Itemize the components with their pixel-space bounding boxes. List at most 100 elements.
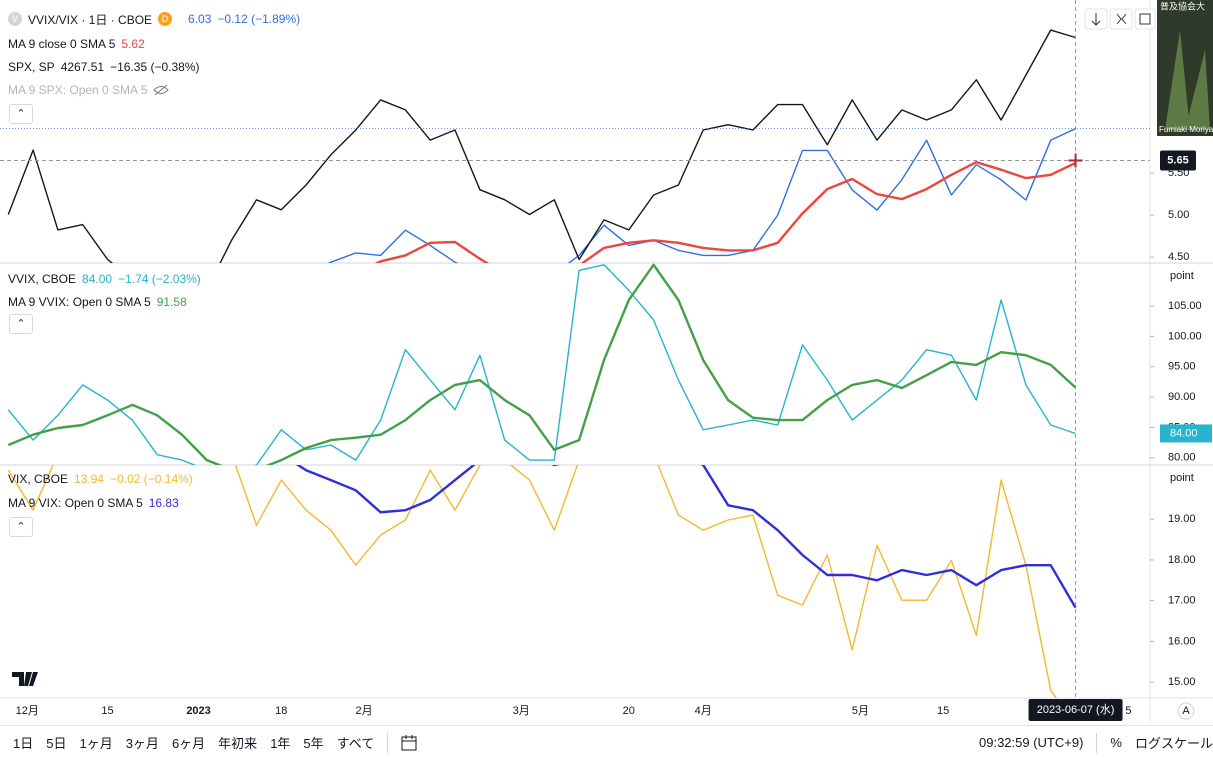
legend-value: 4267.51 [60,60,105,74]
crosshair-price-box [1160,150,1196,171]
collapse-button[interactable]: ⌃ [9,104,33,124]
legend-row: MA 9 VIX: Open 0 SMA 5 16.83 [8,494,179,512]
y-tick-label: 15.00 [1168,676,1196,688]
legend-value: 13.94 [74,472,105,486]
pane-buttons[interactable] [1084,8,1156,30]
legend-row: VVIX, CBOE 84.00 −1.74 (−2.03%) [8,270,201,288]
collapse-button[interactable]: ⌃ [9,517,33,537]
legend-value: 5.62 [121,37,145,51]
range-button[interactable]: 1年 [270,736,291,751]
x-tick-label: 15 [937,705,949,717]
pane [7,29,1077,263]
crosshair-time: 2023-06-07 (水) [1037,703,1115,716]
series-line [295,465,1077,609]
legend-name: MA 9 SPX: Open 0 SMA 5 [8,83,148,97]
y-tick-label: 95.00 [1168,361,1196,373]
legend-row: V VVIX/VIX · 1日 · CBOE D 6.03 −0.12 (−1.89%) [8,10,300,28]
y-tick-label: 4.50 [1168,251,1189,263]
auto-label[interactable]: A [1182,705,1190,717]
legend-name: SPX, SP [8,60,55,74]
legend-name: MA 9 VVIX: Open 0 SMA 5 [8,295,151,309]
pane [7,263,1077,465]
calendar-icon[interactable] [400,734,418,752]
clock: 09:32:59 (UTC+9) [979,735,1084,750]
range-button[interactable]: 3ヶ月 [125,736,159,751]
y-tick-label: 105.00 [1168,300,1202,312]
separator [387,732,389,753]
chart: 普及協会大 Fumiaki Moriya A 4.505.005.505.658… [0,0,1213,722]
x-tick-label: 12月 [16,705,39,717]
legend-name: VVIX, CBOE [8,272,77,286]
x-tick-label: 4月 [695,705,712,717]
series-line [7,263,1077,465]
y-tick-label: 100.00 [1168,330,1202,342]
legend-row: MA 9 close 0 SMA 5 5.62 [8,35,145,53]
range-button[interactable]: 5年 [303,736,324,751]
percent-button[interactable]: % [1110,735,1122,750]
cursor-cross [1068,153,1083,168]
webcam-title: 普及協会大 [1160,0,1205,11]
range-button[interactable]: 6ヶ月 [171,736,206,751]
y-tick-label: 17.00 [1168,595,1196,607]
range-button[interactable]: 年初来 [218,736,258,751]
x-tick-label: 2023 [186,705,210,717]
legend-row-hidden: MA 9 SPX: Open 0 SMA 5 [8,81,170,99]
y-tick-label: 5.00 [1168,209,1189,221]
y-tick-label: 19.00 [1168,513,1196,525]
legend-name: MA 9 VIX: Open 0 SMA 5 [8,496,143,510]
series-line [7,29,1076,263]
legend-name: MA 9 close 0 SMA 5 [8,37,116,51]
y-tick-label: 80.00 [1168,452,1196,464]
legend-value: 16.83 [148,496,179,510]
symbol-icon: V [8,12,22,26]
auto-button[interactable]: A [1177,702,1195,720]
legend-row: MA 9 VVIX: Open 0 SMA 5 91.58 [8,293,187,311]
x-tick-label: 5 [1125,705,1131,717]
series-line [374,161,1077,263]
x-tick-label: 15 [101,705,113,717]
x-tick-label: 2月 [355,705,372,717]
series-line [7,264,1076,465]
legend-change: −0.12 (−1.89%) [217,12,301,26]
range-button[interactable]: 5日 [46,736,67,751]
bottom-toolbar: 1日 5日 1ヶ月 3ヶ月 6ヶ月 年初来 1年 5年 すべて 09:32:59 (UTC+9)%… [0,725,1213,758]
legend-change: −0.02 (−0.14%) [110,472,193,486]
x-tick-label: 20 [623,705,635,717]
y-tick-label: 90.00 [1168,391,1196,403]
y-tick-label: 18.00 [1168,554,1196,566]
series-line [7,465,1058,698]
log-button[interactable]: ログスケール [1134,736,1213,751]
x-tick-label: 5月 [852,705,869,717]
badge: D [158,12,173,26]
range-button[interactable]: 1ヶ月 [79,736,113,751]
series-line [327,127,1076,263]
legend-name: VVIX/VIX · 1日 · CBOE [28,12,153,27]
legend-value: 6.03 [188,12,212,26]
x-tick-label: 3月 [513,705,530,717]
last-price-label: 84.00 [1170,427,1198,439]
range-button[interactable]: 1日 [13,736,34,751]
webcam-name: Fumiaki Moriya [1159,125,1213,134]
axis-unit: point [1170,472,1194,484]
legend-row: VIX, CBOE 13.94 −0.02 (−0.14%) [8,470,193,488]
legend-name: VIX, CBOE [8,472,69,486]
last-price-box [1160,424,1212,443]
legend-value: 84.00 [82,272,113,286]
collapse-button[interactable]: ⌃ [9,314,33,334]
legend-change: −1.74 (−2.03%) [118,272,201,286]
x-tick-label: 18 [275,705,287,717]
crosshair-price: 5.65 [1167,154,1188,166]
range-button[interactable]: すべて [336,736,375,751]
eye-off-icon[interactable] [153,84,170,96]
legend-change: −16.35 (−0.38%) [110,60,200,74]
legend-row: SPX, SP 4267.51 −16.35 (−0.38%) [8,58,199,76]
tv-logo [12,672,38,686]
separator [1096,732,1098,753]
legend-value: 91.58 [156,295,187,309]
webcam: 普及協会大 Fumiaki Moriya [1157,0,1213,136]
axis-unit: point [1170,270,1194,282]
pane [7,465,1077,698]
y-tick-label: 16.00 [1168,635,1196,647]
crosshair-time-box [1028,699,1123,721]
